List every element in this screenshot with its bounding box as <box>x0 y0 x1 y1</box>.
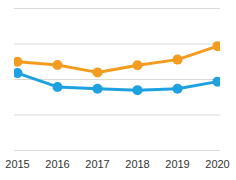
svg-text:2017: 2017 <box>85 158 109 170</box>
svg-text:2018: 2018 <box>125 158 149 170</box>
svg-text:2020: 2020 <box>205 158 229 170</box>
svg-text:2019: 2019 <box>165 158 189 170</box>
svg-text:2015: 2015 <box>5 158 29 170</box>
svg-text:2016: 2016 <box>45 158 69 170</box>
